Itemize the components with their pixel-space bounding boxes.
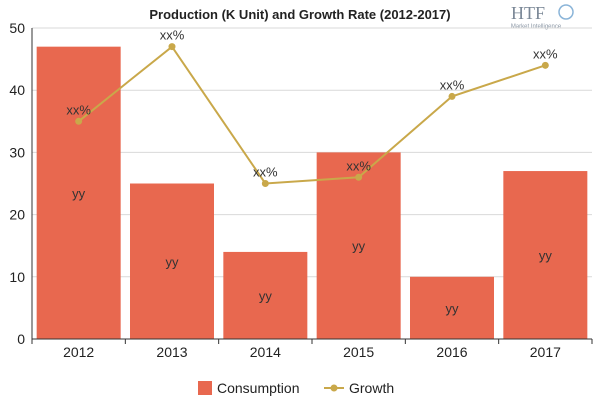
growth-data-label: xx%: [533, 46, 558, 61]
chart-title: Production (K Unit) and Growth Rate (201…: [149, 7, 450, 22]
bar-consumption: [316, 152, 401, 339]
growth-point: [541, 61, 549, 69]
growth-line: [75, 43, 549, 187]
bar-data-label: yy: [166, 254, 180, 269]
logo-subtext: Market Intelligence: [511, 24, 562, 30]
legend-label-consumption: Consumption: [217, 380, 300, 396]
bar-consumption: [36, 46, 121, 339]
growth-point: [355, 173, 363, 181]
growth-polyline: [78, 45, 546, 185]
legend-swatch-growth-marker: [330, 384, 338, 392]
bar-consumption: [223, 251, 308, 339]
growth-data-label: xx%: [346, 158, 371, 173]
htf-logo: HTF Market Intelligence: [511, 3, 574, 30]
x-tick-label: 2013: [156, 344, 187, 360]
bars: [36, 46, 588, 339]
x-tick-label: 2014: [250, 344, 281, 360]
x-tick-label: 2016: [436, 344, 467, 360]
data-labels: yy yy yy yy yy yy xx% xx% xx% xx% xx% xx%: [66, 28, 558, 316]
bar-data-label: yy: [352, 239, 366, 254]
x-tick-label: 2012: [63, 344, 94, 360]
bar-consumption: [503, 171, 588, 339]
growth-data-label: xx%: [253, 165, 278, 180]
logo-text: HTF: [511, 3, 545, 23]
y-tick-label: 40: [9, 82, 25, 98]
y-tick-label: 0: [17, 331, 25, 347]
growth-data-label: xx%: [66, 102, 91, 117]
growth-point: [75, 117, 83, 125]
axes: 0 10 20 30 40 50 2012 2013 2014 2015 2016 2017: [9, 20, 593, 360]
growth-point: [168, 43, 176, 51]
legend: Consumption Growth: [198, 380, 394, 396]
y-tick-label: 20: [9, 207, 25, 223]
growth-data-label: xx%: [440, 77, 465, 92]
legend-swatch-consumption: [198, 381, 212, 395]
growth-point: [261, 180, 269, 187]
bar-data-label: yy: [259, 288, 273, 303]
growth-point: [448, 92, 456, 100]
bar-data-label: yy: [446, 301, 460, 316]
y-tick-label: 50: [9, 20, 25, 36]
legend-label-growth: Growth: [349, 380, 394, 396]
grid: [32, 27, 592, 278]
x-tick-label: 2017: [530, 344, 561, 360]
y-tick-label: 10: [9, 269, 25, 285]
bar-consumption: [410, 276, 494, 339]
y-tick-label: 30: [9, 144, 25, 160]
x-tick-label: 2015: [343, 344, 374, 360]
bar-consumption: [130, 183, 214, 339]
growth-data-label: xx%: [160, 28, 185, 43]
bar-data-label: yy: [539, 248, 553, 263]
bar-data-label: yy: [72, 186, 86, 201]
logo-globe-icon: [558, 4, 574, 20]
